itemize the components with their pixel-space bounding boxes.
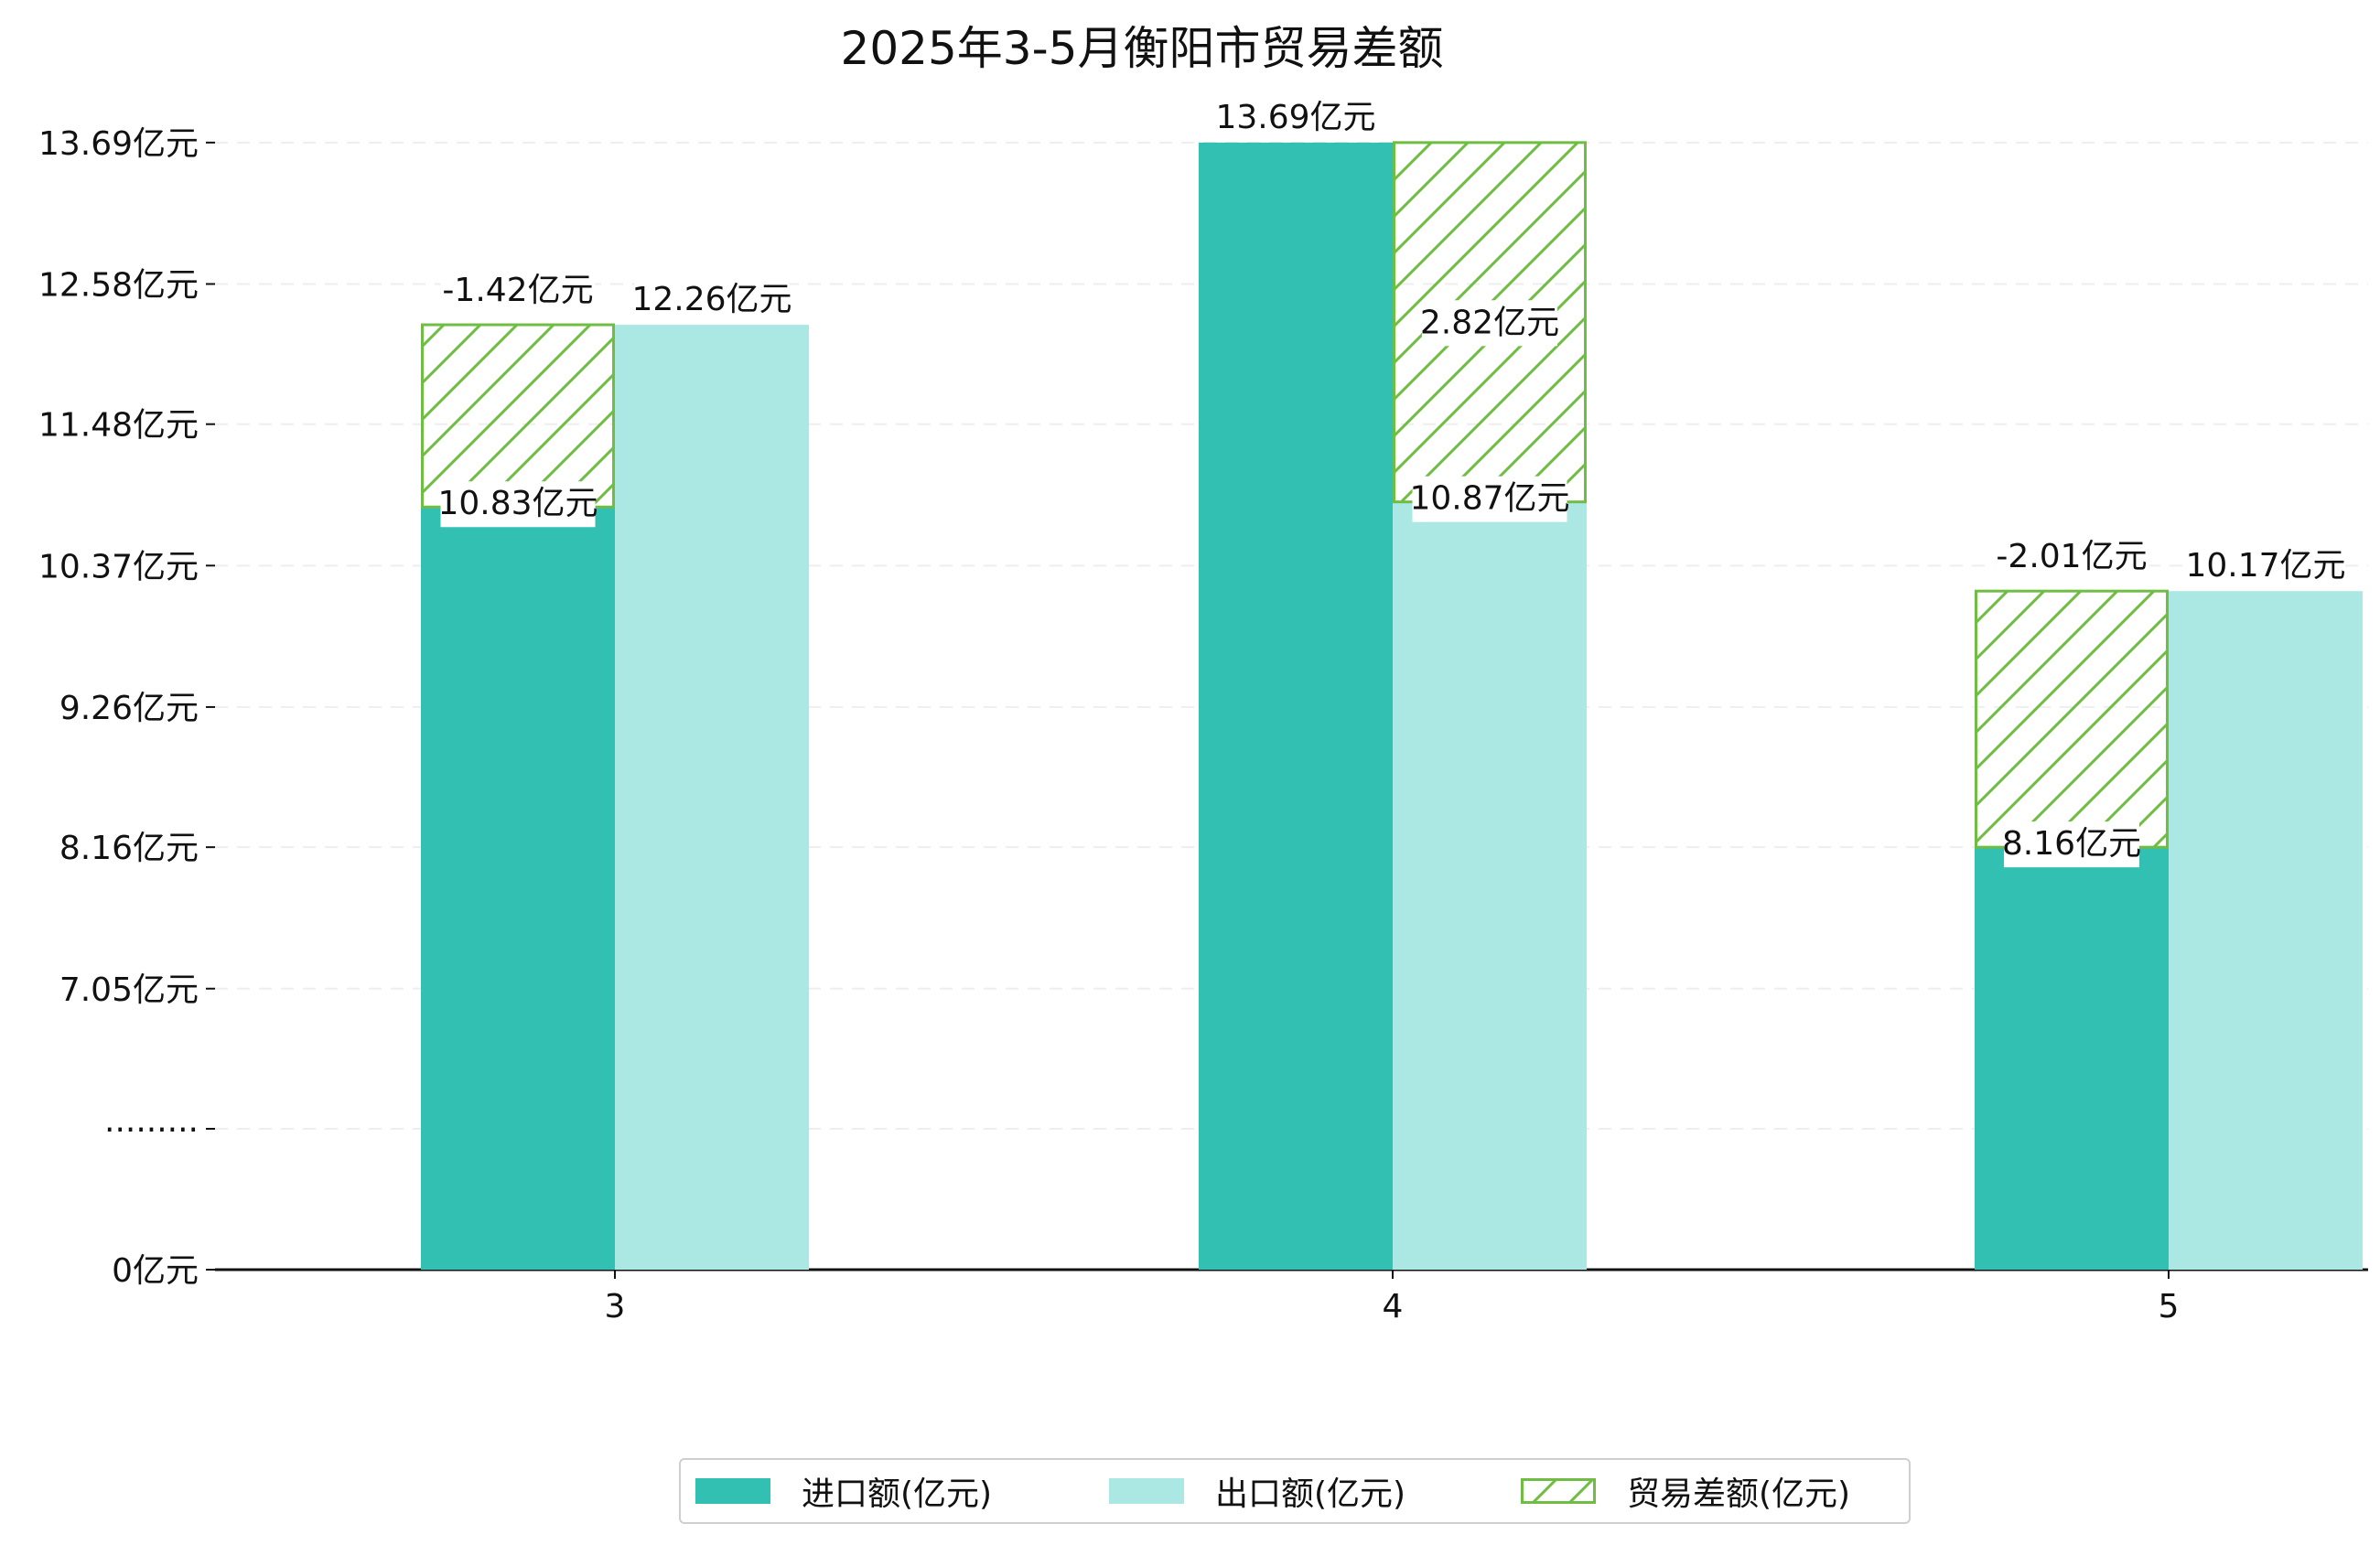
import-value-label-bg (2004, 821, 2139, 868)
x-tick-label: 3 (605, 1288, 626, 1325)
legend-item-balance: 贸易差额(亿元) (1521, 1460, 1850, 1522)
data-labels: 10.83亿元 12.26亿元 -1.42亿元 13.69亿元 10.87亿元 2.82亿… (437, 94, 2346, 868)
y-tick-label: 0亿元 (112, 1252, 199, 1290)
export-value-label: 10.87亿元 (1409, 480, 1569, 518)
balance-value-label: 2.82亿元 (1420, 304, 1559, 341)
y-tick-label: ········· (104, 1111, 199, 1149)
balance-value-label: -2.01亿元 (1996, 538, 2147, 575)
export-value-label-bg (2188, 543, 2343, 590)
export-bar (2169, 591, 2363, 1270)
x-tick-label: 5 (2159, 1288, 2180, 1325)
chart-title: 2025年3-5月衡阳市贸易差额 (841, 22, 1444, 75)
axes: 0亿元 ········· 7.05亿元 8.16亿元 9.26亿元 10.37亿元 11.… (38, 125, 2368, 1325)
import-value-label-bg (1218, 94, 1373, 141)
export-bar (1393, 501, 1587, 1270)
import-bar (1199, 142, 1393, 1271)
import-bar (421, 507, 615, 1270)
balance-value-label-bg (1422, 300, 1557, 347)
legend-item-export: 出口额(亿元) (1109, 1460, 1405, 1522)
legend-item-import: 进口额(亿元) (695, 1460, 992, 1522)
export-bar (615, 325, 809, 1270)
import-value-label-bg (440, 481, 596, 528)
balance-value-label: -1.42亿元 (442, 272, 593, 309)
balance-bar (421, 323, 615, 509)
export-value-label-bg (1412, 476, 1567, 522)
legend-swatch-export (1109, 1478, 1184, 1504)
legend-label-export: 出口额(亿元) (1215, 1475, 1406, 1513)
y-tick-label: 9.26亿元 (59, 690, 199, 727)
legend-label-import: 进口额(亿元) (802, 1475, 993, 1513)
import-value-label: 8.16亿元 (2002, 825, 2141, 863)
legend: 进口额(亿元) 出口额(亿元) 贸易差额(亿元) (679, 1458, 1911, 1524)
y-tick-label: 13.69亿元 (38, 125, 199, 163)
export-value-label: 12.26亿元 (631, 281, 792, 318)
y-tick-label: 7.05亿元 (59, 971, 199, 1009)
x-tick-label: 4 (1383, 1288, 1404, 1325)
import-value-label: 10.83亿元 (437, 485, 598, 522)
y-tick-label: 11.48亿元 (38, 407, 199, 445)
balance-value-label-bg (1994, 534, 2149, 581)
legend-label-balance: 贸易差额(亿元) (1627, 1475, 1851, 1513)
legend-swatch-balance (1521, 1478, 1596, 1504)
legend-swatch-import (695, 1478, 770, 1504)
import-value-label: 13.69亿元 (1215, 99, 1375, 136)
y-tick-label: 8.16亿元 (59, 830, 199, 867)
export-value-label: 10.17亿元 (2185, 547, 2345, 585)
balance-bar (1975, 589, 2169, 849)
export-value-label-bg (634, 277, 790, 324)
balance-value-label-bg (440, 268, 596, 315)
y-tick-label: 10.37亿元 (38, 548, 199, 585)
y-tick-label: 12.58亿元 (38, 266, 199, 304)
import-bar (1975, 847, 2169, 1270)
